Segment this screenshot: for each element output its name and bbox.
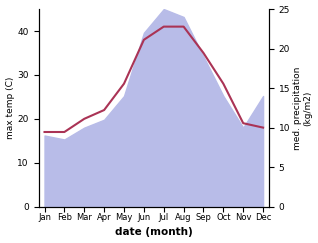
X-axis label: date (month): date (month) (115, 227, 193, 237)
Y-axis label: max temp (C): max temp (C) (5, 77, 15, 139)
Y-axis label: med. precipitation
(kg/m2): med. precipitation (kg/m2) (293, 66, 313, 149)
